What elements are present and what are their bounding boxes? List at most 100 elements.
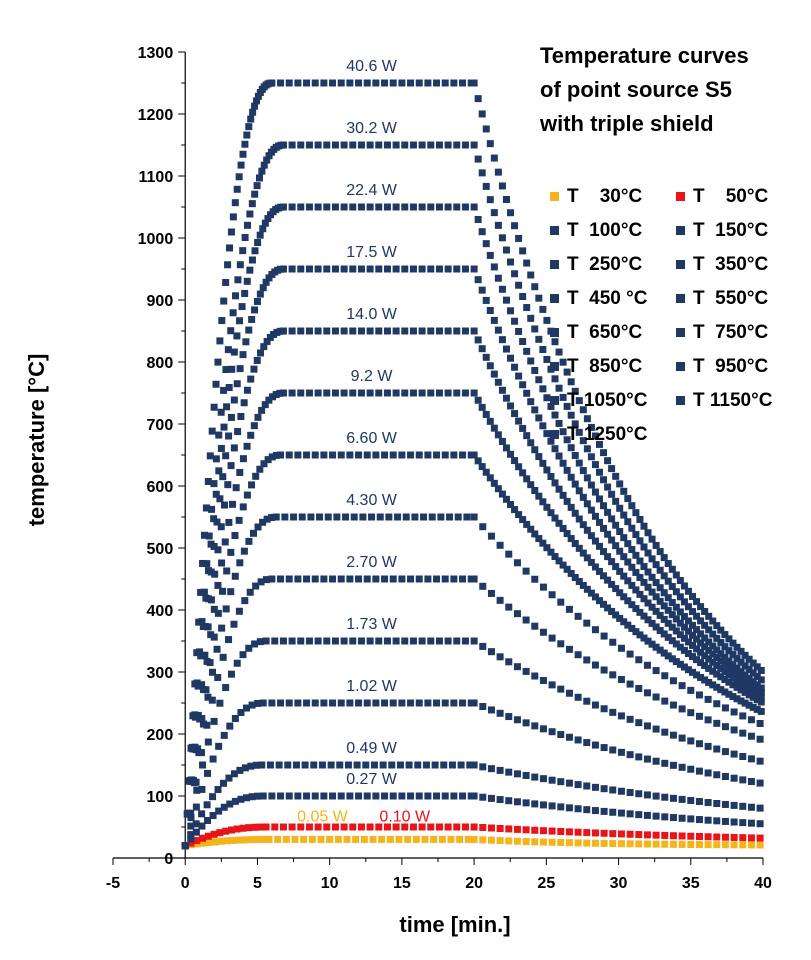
data-point bbox=[591, 432, 599, 440]
data-point bbox=[555, 557, 563, 565]
data-point bbox=[461, 141, 469, 149]
data-point bbox=[411, 513, 419, 521]
legend-item: T 850°C bbox=[550, 356, 642, 377]
data-point bbox=[366, 141, 374, 149]
data-point bbox=[729, 661, 737, 669]
data-point bbox=[251, 640, 259, 648]
data-point bbox=[407, 79, 415, 87]
data-point bbox=[608, 490, 616, 498]
data-point bbox=[225, 636, 233, 644]
data-point bbox=[401, 265, 409, 273]
data-point bbox=[511, 410, 519, 418]
data-point bbox=[470, 823, 478, 831]
legend-label: T 650°C bbox=[567, 322, 642, 343]
data-point bbox=[502, 345, 510, 353]
data-point bbox=[608, 558, 616, 566]
data-point bbox=[222, 278, 230, 286]
power-label: 1.73 W bbox=[346, 616, 398, 633]
data-point bbox=[636, 515, 644, 523]
data-point bbox=[222, 827, 230, 835]
data-point bbox=[355, 699, 363, 707]
data-point bbox=[245, 123, 253, 131]
data-point bbox=[305, 637, 313, 645]
data-point bbox=[424, 792, 432, 800]
data-point bbox=[595, 567, 603, 575]
data-point bbox=[199, 686, 207, 694]
data-point bbox=[340, 389, 348, 397]
data-point bbox=[288, 389, 296, 397]
data-point bbox=[571, 573, 579, 581]
data-point bbox=[522, 719, 530, 727]
data-point bbox=[249, 529, 257, 537]
data-point bbox=[247, 115, 255, 123]
data-point bbox=[233, 332, 241, 340]
y-tick-label: 600 bbox=[147, 479, 174, 496]
data-point bbox=[349, 823, 357, 831]
data-point bbox=[616, 504, 624, 512]
data-point bbox=[643, 722, 651, 730]
y-axis-title: temperature [°C] bbox=[24, 354, 49, 527]
data-point bbox=[620, 572, 628, 580]
data-point bbox=[519, 469, 527, 477]
data-point bbox=[401, 823, 409, 831]
data-point bbox=[323, 389, 331, 397]
data-point bbox=[519, 424, 527, 432]
data-point bbox=[305, 389, 313, 397]
data-point bbox=[279, 637, 287, 645]
data-point bbox=[346, 451, 354, 459]
data-point bbox=[635, 790, 643, 798]
data-point bbox=[523, 304, 531, 312]
data-point bbox=[498, 490, 506, 498]
data-point bbox=[227, 588, 235, 596]
data-point bbox=[258, 406, 266, 414]
power-label: 40.6 W bbox=[346, 58, 398, 75]
data-point bbox=[448, 761, 456, 769]
data-point bbox=[574, 828, 582, 836]
data-point bbox=[435, 265, 443, 273]
data-points-layer bbox=[181, 79, 765, 850]
data-point bbox=[664, 560, 672, 568]
data-point bbox=[756, 834, 764, 842]
data-point bbox=[494, 485, 502, 493]
data-point bbox=[259, 284, 267, 292]
data-point bbox=[193, 837, 201, 845]
data-point bbox=[660, 649, 668, 657]
data-point bbox=[243, 277, 251, 285]
data-point bbox=[376, 513, 384, 521]
data-point bbox=[329, 792, 337, 800]
data-point bbox=[219, 653, 227, 661]
data-point bbox=[210, 717, 218, 725]
data-point bbox=[498, 437, 506, 445]
data-point bbox=[229, 500, 237, 508]
data-point bbox=[557, 778, 565, 786]
data-point bbox=[459, 451, 467, 459]
data-point bbox=[303, 699, 311, 707]
data-point bbox=[227, 462, 235, 470]
data-point bbox=[268, 79, 276, 87]
data-point bbox=[721, 668, 729, 676]
data-point bbox=[218, 559, 226, 567]
data-point bbox=[424, 79, 432, 87]
data-point bbox=[609, 830, 617, 838]
data-point bbox=[591, 783, 599, 791]
data-point bbox=[676, 631, 684, 639]
data-point bbox=[713, 654, 721, 662]
data-point bbox=[453, 327, 461, 335]
data-point bbox=[303, 792, 311, 800]
data-point bbox=[285, 792, 293, 800]
data-point bbox=[531, 325, 539, 333]
data-point bbox=[733, 670, 741, 678]
data-point bbox=[557, 640, 565, 648]
data-point bbox=[247, 375, 255, 383]
data-point bbox=[729, 674, 737, 682]
data-point bbox=[733, 643, 741, 651]
data-point bbox=[333, 513, 341, 521]
data-point bbox=[418, 265, 426, 273]
data-point bbox=[604, 508, 612, 516]
data-point bbox=[565, 605, 573, 613]
data-point bbox=[505, 603, 513, 611]
data-point bbox=[652, 561, 660, 569]
data-point bbox=[505, 768, 513, 776]
data-point bbox=[617, 712, 625, 720]
data-point bbox=[527, 439, 535, 447]
